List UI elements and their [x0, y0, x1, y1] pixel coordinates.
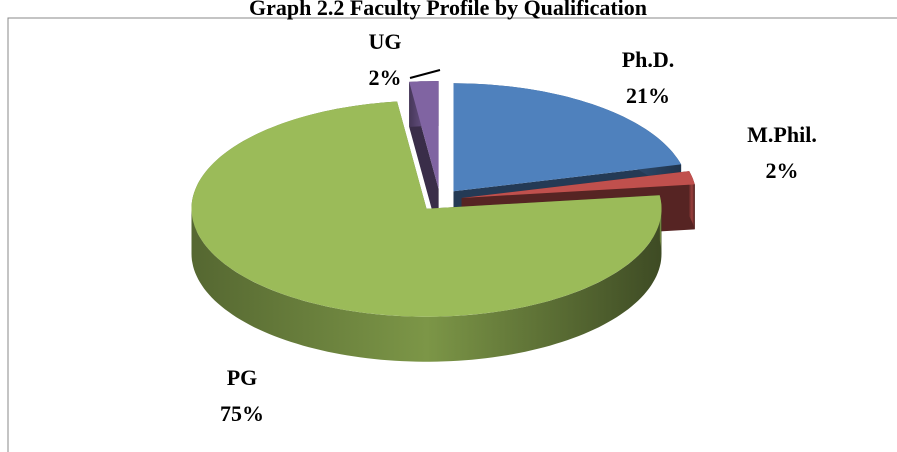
slice-label: UG: [369, 29, 402, 54]
slice-value-label: 2%: [369, 65, 402, 90]
slice-top: [461, 171, 695, 198]
chart-title: Graph 2.2 Faculty Profile by Qualificati…: [249, 0, 647, 20]
slice-side: [191, 208, 662, 362]
slice-label: M.Phil.: [747, 122, 817, 147]
slice-top: [409, 81, 439, 190]
slice-top: [191, 101, 662, 317]
slice-side: [689, 171, 695, 230]
leader-line: [409, 69, 441, 79]
slice-value-label: 2%: [766, 158, 799, 183]
slice-label: Ph.D.: [622, 47, 675, 72]
slice-label: PG: [227, 365, 258, 390]
chart-border: [7, 17, 897, 452]
slice-value-label: 75%: [220, 401, 264, 426]
slice: [409, 81, 439, 235]
slice: [191, 101, 662, 362]
slice-value-label: 21%: [626, 83, 670, 108]
slice-top: [453, 83, 682, 192]
